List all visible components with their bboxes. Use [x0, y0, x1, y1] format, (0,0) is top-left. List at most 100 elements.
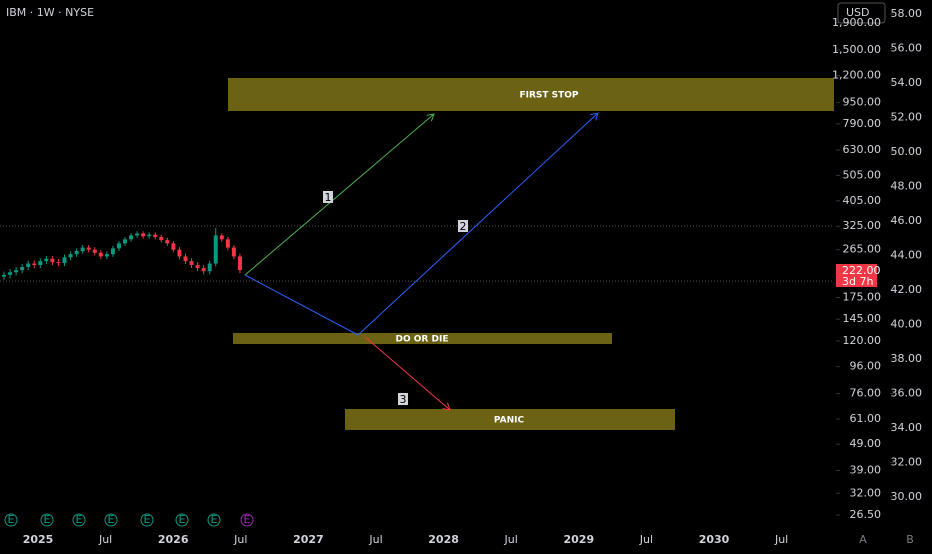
event-icon[interactable]	[4, 513, 18, 527]
event-label[interactable]: E	[44, 513, 51, 526]
secondary-tick-label: 56.00	[891, 42, 923, 55]
currency-button[interactable]: USD	[837, 2, 886, 24]
candle-body	[80, 247, 85, 252]
candle-body	[14, 270, 19, 273]
price-tick-label: 325.00	[843, 219, 882, 232]
candle-body	[2, 274, 6, 277]
last-price: 222.00	[842, 264, 881, 277]
scale-button[interactable]: B	[906, 533, 914, 546]
price-tick-label: 1,500.00	[832, 43, 881, 56]
event-label[interactable]: E	[8, 513, 15, 526]
candle-body	[237, 256, 242, 271]
secondary-tick-label: 58.00	[891, 7, 923, 20]
event-label[interactable]: E	[211, 513, 218, 526]
secondary-tick-label: 46.00	[891, 214, 923, 227]
price-tick-label: 145.00	[843, 312, 882, 325]
arrow-label: 3	[400, 393, 407, 406]
time-label: Jul	[774, 533, 788, 546]
candle-body	[50, 258, 55, 263]
price-tick-label: 39.00	[850, 463, 882, 476]
candle-body	[189, 261, 194, 266]
time-label: 2029	[563, 533, 594, 546]
arrow-label-box	[458, 220, 468, 232]
currency-box[interactable]	[837, 2, 886, 24]
secondary-tick-label: 48.00	[891, 180, 923, 193]
zone-label: PANIC	[494, 416, 525, 426]
zone-box	[345, 409, 675, 430]
candle-body	[44, 258, 49, 262]
candle-body	[135, 233, 140, 236]
candle-body	[104, 254, 109, 257]
time-label: 2026	[158, 533, 189, 546]
candle-body	[153, 234, 158, 237]
candle-body	[141, 233, 146, 237]
candle-body	[201, 268, 206, 272]
candle-body	[116, 243, 121, 249]
time-label: Jul	[504, 533, 518, 546]
secondary-tick-label: 44.00	[891, 249, 923, 262]
secondary-tick-label: 40.00	[891, 318, 923, 331]
time-label: 2028	[428, 533, 459, 546]
event-label[interactable]: E	[144, 513, 151, 526]
arrow-label-box	[323, 191, 333, 203]
zone-label: DO OR DIE	[396, 335, 449, 345]
event-icon[interactable]	[104, 513, 118, 527]
candle-body	[86, 247, 91, 250]
last-price-tag: 222.00 3d 7h	[836, 264, 881, 288]
candle-body	[231, 247, 236, 257]
candle-body	[68, 254, 73, 258]
secondary-tick-label: 36.00	[891, 387, 923, 400]
event-label[interactable]: E	[179, 513, 186, 526]
secondary-tick-label: 34.00	[891, 421, 923, 434]
candle-body	[213, 235, 218, 264]
time-label: 2027	[293, 533, 324, 546]
secondary-tick-label: 32.00	[891, 456, 923, 469]
candle-body	[147, 234, 152, 237]
event-icon[interactable]	[72, 513, 86, 527]
zone-do-or-die: DO OR DIE	[233, 333, 612, 345]
arrow-label-box	[398, 393, 408, 405]
price-tick-label: 1,900.00	[832, 16, 881, 29]
candle-body	[110, 248, 115, 255]
event-label[interactable]: E	[244, 513, 251, 526]
candle-body	[20, 267, 25, 271]
price-tick-label: 61.00	[850, 412, 882, 425]
zone-panic: PANIC	[345, 409, 675, 430]
event-label[interactable]: E	[76, 513, 83, 526]
event-label[interactable]: E	[108, 513, 115, 526]
event-icon[interactable]	[140, 513, 154, 527]
symbol-title: IBM · 1W · NYSE	[6, 6, 94, 19]
currency-label[interactable]: USD	[846, 6, 870, 19]
event-icon[interactable]	[240, 513, 254, 527]
price-tick-label: 1,200.00	[832, 69, 881, 82]
arrow-label: 1	[325, 191, 332, 204]
price-tick-label: 175.00	[843, 291, 882, 304]
candle-body	[129, 235, 134, 240]
candle-body	[56, 262, 61, 264]
secondary-tick-label: 30.00	[891, 490, 923, 503]
zone-first-stop: FIRST STOP	[228, 78, 834, 111]
scale-button[interactable]: A	[859, 533, 867, 546]
event-icon[interactable]	[40, 513, 54, 527]
price-tick-label: 950.00	[843, 96, 882, 109]
event-icon[interactable]	[207, 513, 221, 527]
price-tick-label: 790.00	[843, 117, 882, 130]
time-label: Jul	[368, 533, 382, 546]
candle-body	[177, 249, 182, 257]
price-tag-box	[836, 264, 877, 287]
zone-box	[228, 78, 834, 111]
candle-body	[8, 272, 13, 275]
price-tick-label: 49.00	[850, 437, 882, 450]
candle-body	[98, 252, 103, 257]
event-icon[interactable]	[175, 513, 189, 527]
arrow-red	[364, 336, 450, 410]
arrow-label: 2	[460, 220, 467, 233]
secondary-tick-label: 52.00	[891, 111, 923, 124]
candle-body	[225, 239, 230, 248]
price-tick-label: 26.50	[850, 508, 882, 521]
candle-body	[74, 251, 79, 255]
price-tick-label: 505.00	[843, 168, 882, 181]
price-tick-label: 630.00	[843, 143, 882, 156]
arrow-green	[244, 114, 434, 276]
secondary-tick-label: 50.00	[891, 145, 923, 158]
